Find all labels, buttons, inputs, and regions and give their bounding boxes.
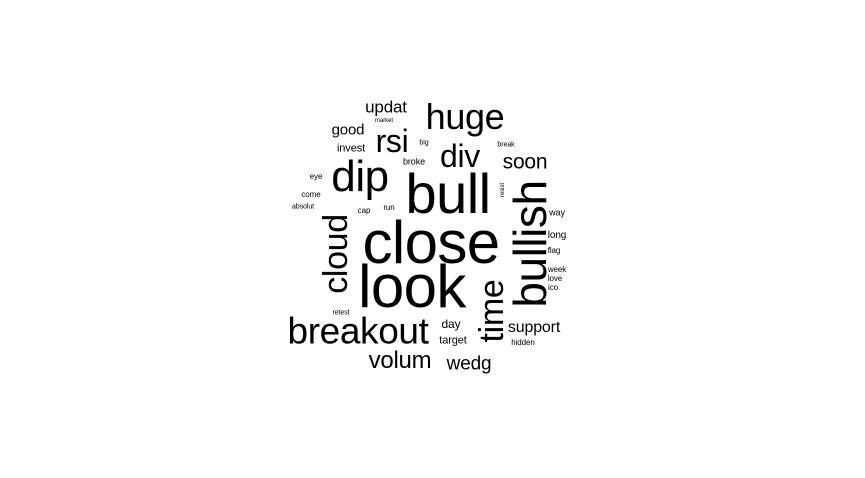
word-breakout: breakout bbox=[287, 310, 429, 352]
word-break: break bbox=[497, 141, 515, 149]
word-rsi: rsi bbox=[375, 123, 409, 159]
word-volum: volum bbox=[368, 347, 432, 374]
word-way: way bbox=[549, 207, 565, 218]
word-wedg: wedg bbox=[446, 353, 492, 375]
word-dip: dip bbox=[331, 152, 389, 201]
word-flag: flag bbox=[547, 246, 561, 255]
word-run: run bbox=[383, 203, 395, 212]
word-soon: soon bbox=[502, 150, 548, 174]
word-big: big bbox=[419, 139, 429, 147]
word-cloud: cloud bbox=[317, 214, 355, 294]
word-div: div bbox=[440, 138, 480, 174]
word-good: good bbox=[331, 121, 365, 139]
word-retest: retest bbox=[332, 309, 350, 317]
word-long: long bbox=[547, 230, 567, 241]
word-broke: broke bbox=[402, 156, 426, 167]
word-ico: ico bbox=[548, 283, 558, 292]
word-close: close bbox=[362, 209, 500, 276]
word-updat: updat bbox=[365, 97, 407, 117]
word-look: look bbox=[358, 253, 466, 320]
word-day: day bbox=[441, 317, 461, 331]
word-week: week bbox=[547, 265, 567, 274]
word-bullish: bullish bbox=[504, 180, 556, 308]
word-bull: bull bbox=[405, 162, 491, 225]
word-hidden: hidden bbox=[511, 338, 535, 347]
word-target: target bbox=[439, 334, 467, 347]
word-come: come bbox=[301, 190, 321, 199]
word-love: love bbox=[547, 274, 563, 283]
word-support: support bbox=[507, 319, 561, 336]
word-resist: resist bbox=[500, 183, 506, 197]
word-huge: huge bbox=[425, 96, 505, 137]
word-eye: eye bbox=[309, 172, 323, 181]
word-time: time bbox=[473, 279, 511, 343]
word-market: market bbox=[375, 118, 393, 124]
word-cap: cap bbox=[357, 206, 371, 215]
word-invest: invest bbox=[336, 142, 366, 155]
word-absolut: absolut bbox=[291, 203, 315, 211]
